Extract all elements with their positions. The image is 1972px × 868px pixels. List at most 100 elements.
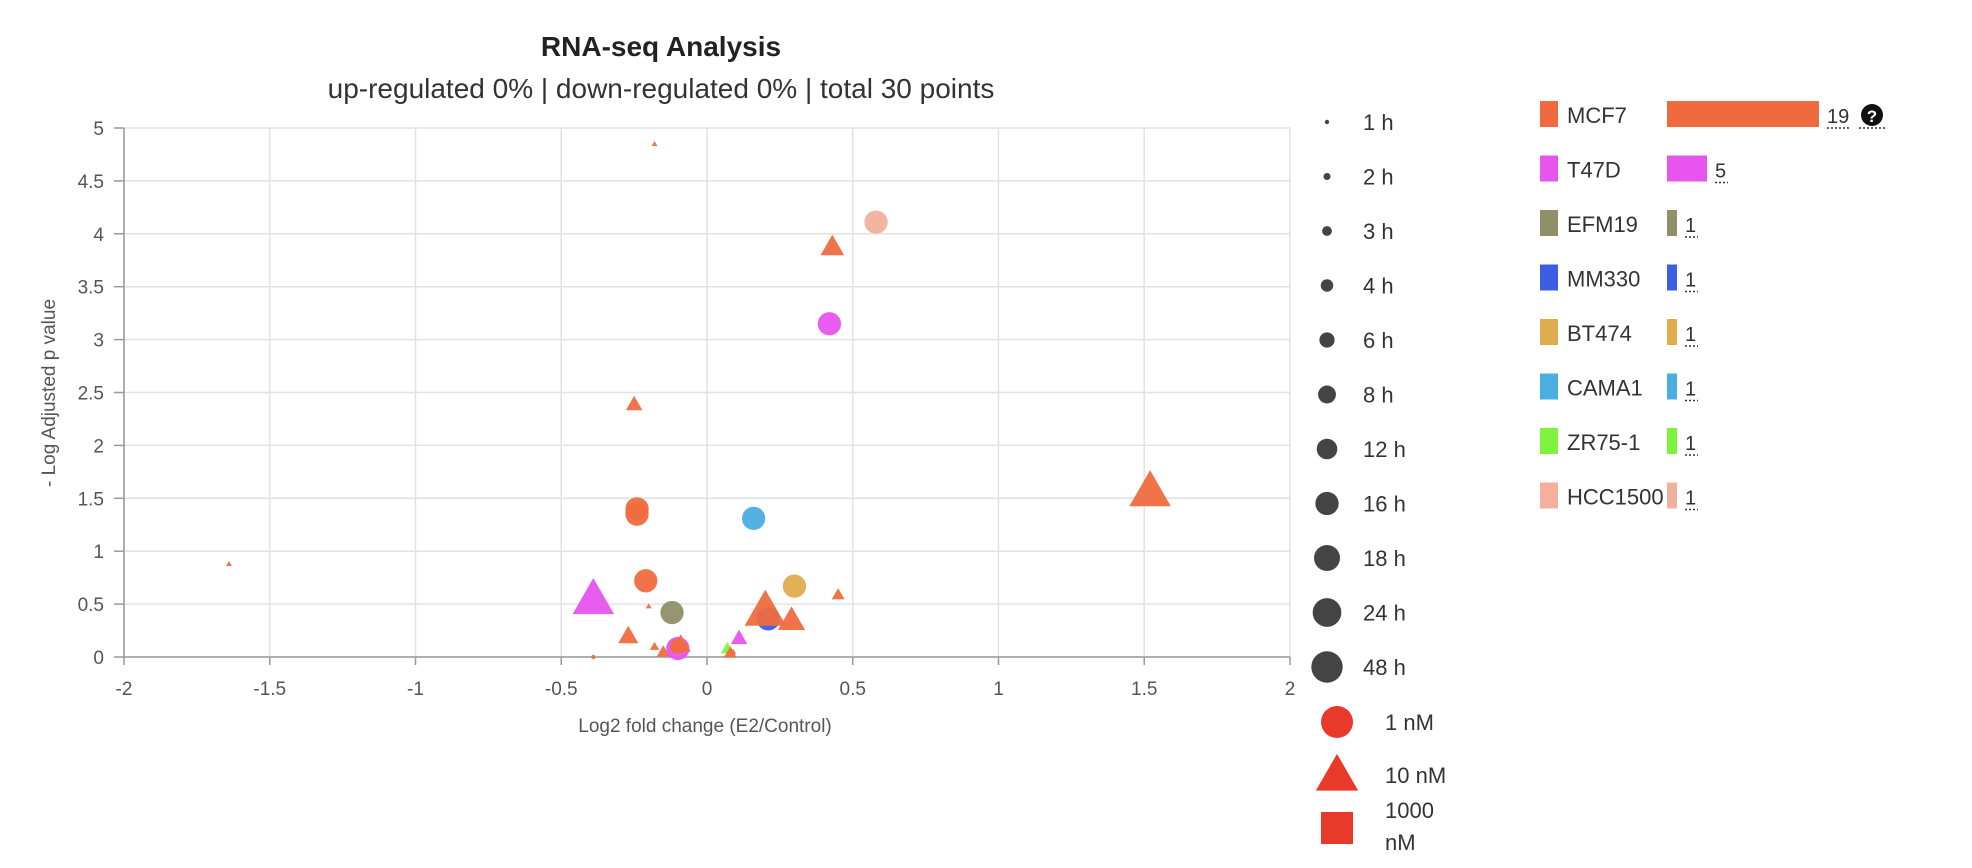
data-point (730, 629, 748, 645)
cell-line-count-bar (1667, 428, 1677, 454)
data-point (1129, 470, 1171, 507)
cell-line-label: CAMA1 (1567, 376, 1643, 401)
data-points (226, 140, 1171, 661)
cell-line-swatch (1540, 155, 1558, 182)
x-tick-label: 0.5 (840, 679, 866, 700)
data-point (831, 588, 845, 600)
time-legend-marker (1311, 651, 1343, 683)
dose-legend-label: 10 nM (1385, 763, 1446, 788)
data-point (670, 638, 686, 655)
cell-line-count: 1 (1685, 433, 1696, 455)
cell-line-swatch (1540, 482, 1558, 509)
time-legend-label: 16 h (1363, 492, 1406, 517)
y-tick-label: 2 (93, 436, 104, 457)
cell-line-count-bar (1667, 210, 1677, 236)
data-point (651, 140, 658, 147)
axis-ticks: -2 -1.5 -1 -0.5 0 0.5 1 1.5 2 0 0.5 1 1.5 2 2.5 3 3.5 4 4.… (78, 119, 1296, 700)
cell-line-item-cama1[interactable]: CAMA1 1 (1540, 373, 1698, 402)
data-point (744, 589, 787, 626)
data-point (572, 578, 615, 615)
x-tick-label: -2 (116, 679, 133, 700)
x-tick-label: -1.5 (253, 679, 286, 700)
data-point (817, 312, 842, 336)
cell-line-swatch (1540, 428, 1558, 454)
y-tick-label: 5 (93, 119, 104, 140)
data-point (591, 654, 596, 660)
cell-line-count: 19 (1827, 106, 1849, 128)
time-legend-label: 8 h (1363, 383, 1394, 408)
data-point (625, 395, 643, 411)
cell-line-count-bar (1667, 264, 1677, 291)
cell-line-count-bar (1667, 373, 1677, 400)
cell-line-item-mcf7[interactable]: MCF7 19? (1540, 101, 1885, 129)
data-point (730, 648, 737, 654)
cell-line-count: 1 (1685, 324, 1696, 346)
data-point (618, 625, 639, 644)
time-legend-marker (1318, 385, 1336, 404)
dose-legend-label: 1 nM (1385, 710, 1434, 735)
time-legend-label: 2 h (1363, 165, 1394, 190)
cell-line-item-t47d[interactable]: T47D 5 (1540, 155, 1728, 184)
cell-line-item-efm19[interactable]: EFM19 1 (1540, 210, 1698, 238)
data-point (625, 502, 649, 526)
dose-shape-legend: 1 nM 10 nM 1000 nM (1315, 706, 1446, 855)
cell-line-label: T47D (1567, 158, 1621, 183)
cell-line-swatch (1540, 373, 1558, 400)
data-point (645, 603, 652, 609)
dose-legend-marker (1321, 812, 1353, 844)
x-tick-label: 2 (1285, 679, 1296, 700)
chart-subtitle: up-regulated 0% | down-regulated 0% | to… (328, 73, 995, 104)
cell-line-count: 1 (1685, 379, 1696, 401)
cell-line-label: BT474 (1567, 321, 1632, 346)
cell-line-swatch (1540, 101, 1558, 127)
data-point (649, 641, 660, 650)
x-tick-label: 0 (702, 679, 713, 700)
data-point (723, 646, 737, 658)
cell-line-label: HCC1500 (1567, 485, 1664, 510)
cell-line-item-bt474[interactable]: BT474 1 (1540, 319, 1698, 347)
cell-line-count: 1 (1685, 488, 1696, 510)
data-point (820, 234, 845, 256)
data-point (656, 645, 670, 657)
cell-line-label: ZR75-1 (1567, 430, 1640, 455)
y-tick-label: 1 (93, 542, 104, 563)
dose-legend-label-line: nM (1385, 830, 1416, 855)
y-tick-label: 4.5 (78, 172, 104, 193)
x-tick-label: -1 (407, 679, 424, 700)
cell-line-count-bar (1667, 482, 1677, 509)
cell-line-count: 1 (1685, 215, 1696, 237)
y-tick-label: 2.5 (78, 384, 104, 405)
dose-legend-marker (1321, 706, 1353, 738)
cell-line-swatch (1540, 264, 1558, 291)
dose-legend-marker (1315, 753, 1359, 791)
time-legend-label: 12 h (1363, 437, 1406, 462)
cell-line-item-hcc1500[interactable]: HCC1500 1 (1540, 482, 1698, 511)
x-tick-label: 1 (993, 679, 1004, 700)
cell-line-count-bar (1667, 319, 1677, 345)
cell-line-label: EFM19 (1567, 212, 1638, 237)
dose-legend-label: 1000 nM (1385, 798, 1434, 855)
chart-title: RNA-seq Analysis (541, 31, 781, 62)
help-icon-glyph: ? (1867, 107, 1877, 126)
x-tick-label: -0.5 (545, 679, 578, 700)
time-legend-marker (1319, 332, 1335, 348)
cell-line-item-zr75-1[interactable]: ZR75-1 1 (1540, 428, 1698, 456)
y-tick-label: 0.5 (78, 595, 104, 616)
time-legend-label: 24 h (1363, 601, 1406, 626)
time-size-legend: 1 h 2 h 3 h 4 h 6 h 8 h 12 h 16 h 18 h 24 h 48 h (1311, 110, 1406, 683)
time-legend-marker (1315, 491, 1339, 516)
data-point (777, 606, 806, 631)
data-point (782, 574, 807, 598)
time-legend-label: 18 h (1363, 546, 1406, 571)
data-point (634, 569, 658, 593)
cell-line-item-mm330[interactable]: MM330 1 (1540, 264, 1698, 293)
cell-line-count-bar (1667, 101, 1819, 127)
time-legend-label: 4 h (1363, 274, 1394, 299)
question-circle-icon[interactable]: ? (1861, 104, 1883, 126)
cell-line-label: MM330 (1567, 267, 1640, 292)
time-legend-label: 3 h (1363, 219, 1394, 244)
time-legend-marker (1320, 279, 1334, 292)
time-legend-label: 48 h (1363, 655, 1406, 680)
